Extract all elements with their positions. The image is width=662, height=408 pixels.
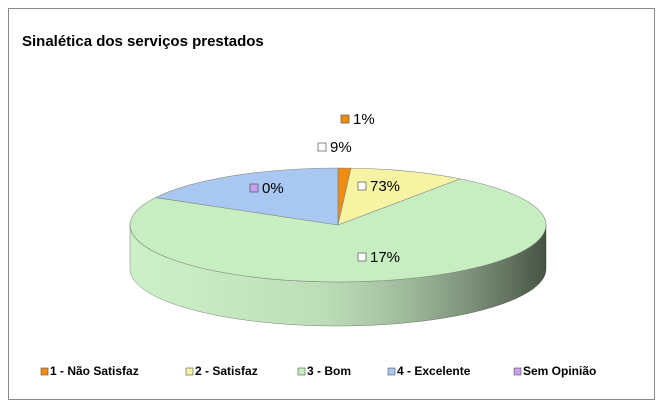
side-shade <box>130 225 546 326</box>
slice <box>154 167 339 226</box>
legend-label: Sem Opinião <box>523 364 596 378</box>
legend-label: 3 - Bom <box>307 364 351 378</box>
label-key <box>357 252 367 262</box>
label-key <box>340 114 350 124</box>
data-label: 0% <box>262 180 284 197</box>
slice <box>337 167 462 226</box>
label-key <box>249 183 259 193</box>
legend-label: 1 - Não Satisfaz <box>50 364 139 378</box>
legend-key <box>40 367 49 376</box>
label-key <box>317 142 327 152</box>
data-label: 17% <box>370 249 400 266</box>
data-label: 1% <box>353 111 375 128</box>
chart-title: Sinalética dos serviços prestados <box>22 33 264 50</box>
legend-key <box>513 367 522 376</box>
legend-label: 2 - Satisfaz <box>195 364 258 378</box>
legend-key <box>387 367 396 376</box>
slice <box>129 178 547 283</box>
legend-key <box>297 367 306 376</box>
legend-key <box>185 367 194 376</box>
legend-label: 4 - Excelente <box>397 364 471 378</box>
label-key <box>357 181 367 191</box>
data-label: 73% <box>370 178 400 195</box>
data-label: 9% <box>330 139 352 156</box>
